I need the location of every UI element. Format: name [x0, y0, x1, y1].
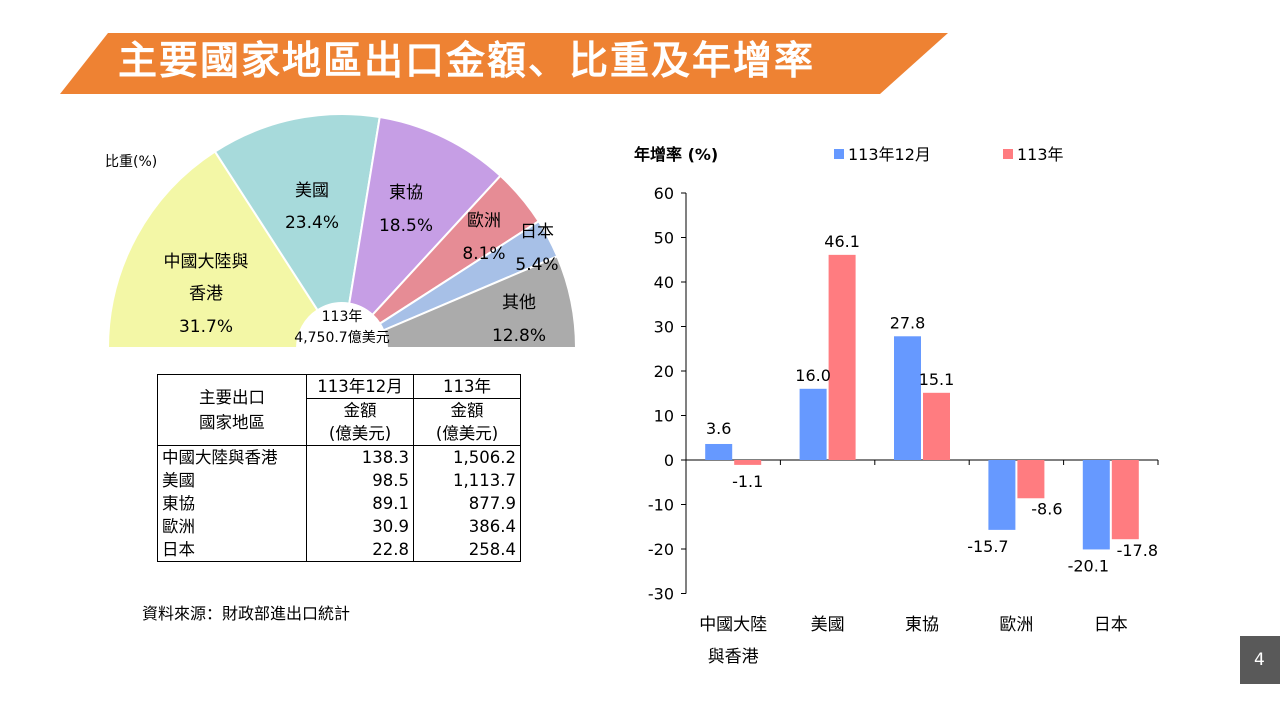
title-banner	[60, 33, 948, 94]
bar-data-label: -1.1	[732, 472, 763, 491]
table-cell-month: 138.3	[306, 445, 414, 469]
page-number: 4	[1254, 650, 1265, 670]
pie-slice-value-label: 8.1%	[462, 244, 505, 264]
table-cell-region: 美國	[157, 469, 307, 492]
pie-slice-label: 東協	[389, 183, 423, 203]
table-cell-month: 98.5	[306, 469, 414, 492]
legend-swatch	[1003, 149, 1013, 159]
y-tick-label: -20	[648, 540, 674, 559]
pie-slice-value-label: 12.8%	[492, 326, 546, 346]
bar-data-label: 16.0	[795, 366, 831, 385]
bar-year	[828, 254, 856, 460]
bar-year	[1017, 460, 1045, 499]
pie-slice-usa	[213, 113, 381, 312]
table-row: 美國 98.5 1,113.7	[157, 469, 521, 492]
table-header-unit: 金額	[413, 398, 521, 422]
pie-slice-asean	[348, 115, 502, 317]
source-note: 資料來源：財政部進出口統計	[142, 604, 351, 623]
y-tick-label: 0	[664, 451, 674, 470]
x-category-label: 歐洲	[999, 615, 1033, 635]
legend-label: 113年	[1017, 145, 1064, 164]
export-share-half-donut-chart: 中國大陸與香港 31.7% 美國 23.4% 東協 18.5% 歐洲 8.1% 日本 5.4% 其他…	[105, 113, 578, 349]
bar-year	[923, 392, 950, 460]
pie-center-label: 113年	[322, 309, 363, 325]
table-row: 歐洲 30.9 386.4	[157, 515, 521, 538]
table-header-region: 主要出口 國家地區	[157, 374, 307, 446]
pie-slice-value-label: 18.5%	[379, 216, 433, 236]
y-tick-label: 30	[654, 318, 674, 337]
y-tick-label: -30	[648, 585, 674, 604]
pie-slice-label: 香港	[189, 284, 223, 304]
table-cell-year: 386.4	[413, 515, 521, 538]
bar-month	[988, 460, 1016, 530]
legend-swatch	[834, 149, 844, 159]
pie-slice-china-hk	[106, 150, 319, 349]
x-category-label: 美國	[811, 615, 845, 635]
table-cell-month: 89.1	[306, 492, 414, 515]
table-cell-year: 1,506.2	[413, 445, 521, 469]
table-header-line: 主要出口	[199, 388, 265, 407]
table-cell-region: 東協	[157, 492, 307, 515]
bar-data-label: -17.8	[1117, 541, 1158, 560]
table-cell-region: 中國大陸與香港	[157, 445, 307, 469]
pie-slice-others	[382, 255, 578, 349]
y-tick-label: 50	[654, 229, 674, 248]
x-category-label: 東協	[905, 615, 939, 635]
pie-slice-label: 日本	[520, 222, 554, 242]
bar-data-label: 27.8	[890, 313, 926, 332]
pie-slice-value-label: 23.4%	[285, 213, 339, 233]
legend-label: 113年12月	[848, 145, 931, 164]
table-header-period: 113年	[413, 374, 521, 399]
y-tick-label: 60	[654, 184, 674, 203]
bar-year	[1111, 460, 1139, 540]
table-cell-year: 877.9	[413, 492, 521, 515]
table-row: 日本 22.8 258.4	[157, 538, 521, 562]
bar-month	[799, 388, 827, 460]
y-tick-label: 40	[654, 273, 674, 292]
bar-data-label: -15.7	[967, 537, 1008, 556]
table-row: 東協 89.1 877.9	[157, 492, 521, 515]
table-cell-year: 1,113.7	[413, 469, 521, 492]
page-number-tab	[1240, 636, 1280, 684]
bar-month	[894, 336, 921, 460]
table-header-line: 國家地區	[199, 413, 265, 432]
table-header-unit: (億美元)	[306, 422, 414, 446]
bar-data-label: -20.1	[1068, 556, 1109, 575]
x-category-label: 日本	[1094, 615, 1128, 635]
pie-axis-label: 比重(%)	[105, 154, 157, 170]
table-row: 中國大陸與香港 138.3 1,506.2	[157, 445, 521, 469]
bar-year	[734, 460, 762, 465]
growth-rate-bar-chart: -30 -20 -10 0 10 20 30 40 50 60 中國大陸與香港 3.6 -1.1 美國 16…	[634, 145, 1159, 667]
pie-slice-value-label: 31.7%	[179, 317, 233, 337]
bar-data-label: -8.6	[1031, 499, 1062, 518]
table-cell-month: 30.9	[306, 515, 414, 538]
pie-slice-value-label: 5.4%	[515, 255, 558, 275]
table-header-unit: (億美元)	[413, 422, 521, 446]
table-cell-region: 歐洲	[157, 515, 307, 538]
pie-slice-label: 美國	[295, 181, 329, 201]
y-axis-label: 年增率 (%)	[634, 145, 718, 164]
bar-data-label: 15.1	[919, 370, 955, 389]
pie-slice-label: 其他	[502, 293, 536, 313]
y-tick-label: -10	[648, 496, 674, 515]
pie-slice-label: 中國大陸與	[164, 252, 249, 272]
table-header-period: 113年12月	[306, 374, 414, 399]
bar-month	[705, 443, 733, 460]
x-category-label: 中國大陸	[699, 615, 767, 635]
y-tick-label: 10	[654, 407, 674, 426]
table-cell-month: 22.8	[306, 538, 414, 562]
table-cell-region: 日本	[157, 538, 307, 562]
table-cell-year: 258.4	[413, 538, 521, 562]
pie-slice-label: 歐洲	[467, 211, 501, 231]
page-title: 主要國家地區出口金額、比重及年增率	[118, 39, 816, 84]
x-category-label: 與香港	[708, 647, 759, 667]
y-tick-label: 20	[654, 362, 674, 381]
bar-month	[1082, 460, 1110, 550]
bar-data-label: 3.6	[706, 419, 731, 438]
table-header-unit: 金額	[306, 398, 414, 422]
export-amount-table: 主要出口 國家地區 113年12月 113年 金額 金額 (億美元) (億美元)…	[157, 374, 521, 562]
bar-data-label: 46.1	[824, 232, 860, 251]
pie-center-label: 4,750.7億美元	[294, 330, 389, 346]
